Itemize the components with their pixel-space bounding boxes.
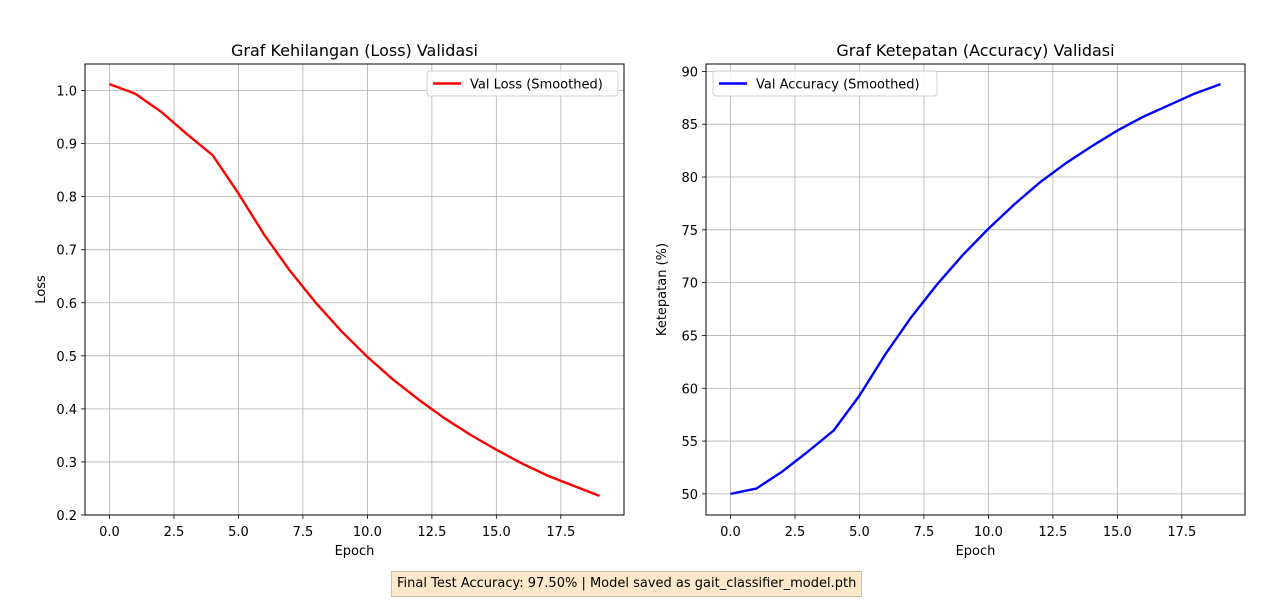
final-accuracy-banner: Final Test Accuracy: 97.50% | Model save… [391, 571, 863, 597]
accuracy-x-tick-label: 12.5 [1038, 525, 1067, 540]
accuracy-legend-box [712, 70, 938, 97]
accuracy-y-tick-label: 70 [681, 277, 698, 292]
loss-series-line [109, 83, 600, 498]
accuracy-x-tick-label: 0.0 [720, 525, 741, 540]
loss-x-tick-label: 10.0 [353, 525, 382, 540]
accuracy-axes-frame [705, 63, 1246, 516]
accuracy-legend-label: Val Accuracy (Smoothed) [756, 78, 920, 93]
loss-legend: Val Loss (Smoothed) [426, 70, 619, 97]
loss-x-tick-label: 17.5 [546, 525, 575, 540]
accuracy-x-tick-label: 15.0 [1103, 525, 1132, 540]
accuracy-y-tick-label: 50 [681, 488, 698, 503]
loss-y-tick-label: 0.3 [56, 456, 77, 471]
loss-chart: 0.0 2.5 5.0 7.5 10.0 12.5 15.0 17.5 0.2 0.3 0.4 0.5… [34, 41, 625, 559]
accuracy-x-tick-label: 2.5 [785, 525, 806, 540]
final-accuracy-text: Final Test Accuracy: 97.50% | Model save… [397, 576, 857, 591]
loss-y-tick-label: 0.2 [56, 509, 77, 524]
loss-y-axis-label: Loss [34, 275, 49, 304]
accuracy-chart: 0.0 2.5 5.0 7.5 10.0 12.5 15.0 17.5 50 55 60 65 70 75… [655, 41, 1246, 559]
accuracy-chart-title: Graf Ketepatan (Accuracy) Validasi [836, 41, 1114, 60]
accuracy-x-tick-label: 10.0 [974, 525, 1003, 540]
loss-y-tick-label: 0.6 [56, 297, 77, 312]
accuracy-y-tick-label: 65 [681, 329, 698, 344]
loss-legend-box [426, 70, 619, 97]
loss-chart-title: Graf Kehilangan (Loss) Validasi [231, 41, 478, 60]
accuracy-x-tick-label: 7.5 [914, 525, 935, 540]
accuracy-y-tick-label: 55 [681, 435, 698, 450]
loss-x-tick-label: 0.0 [99, 525, 120, 540]
loss-x-tick-label: 5.0 [228, 525, 249, 540]
accuracy-y-tick-label: 60 [681, 382, 698, 397]
accuracy-legend: Val Accuracy (Smoothed) [712, 70, 938, 97]
loss-x-axis-label: Epoch [335, 544, 375, 559]
accuracy-series-line [730, 82, 1221, 496]
loss-legend-label: Val Loss (Smoothed) [470, 78, 603, 93]
loss-y-tick-label: 0.9 [56, 138, 77, 153]
accuracy-y-tick-label: 80 [681, 171, 698, 186]
loss-y-tick-label: 0.5 [56, 350, 77, 365]
accuracy-y-axis-label: Ketepatan (%) [655, 243, 670, 336]
loss-y-tick-label: 1.0 [56, 85, 77, 100]
loss-x-tick-label: 7.5 [293, 525, 314, 540]
accuracy-x-tick-label: 5.0 [849, 525, 870, 540]
accuracy-y-tick-label: 85 [681, 118, 698, 133]
loss-x-tick-label: 2.5 [164, 525, 185, 540]
accuracy-x-axis-label: Epoch [956, 544, 996, 559]
loss-axes-frame [84, 63, 625, 516]
loss-y-tick-label: 0.7 [56, 244, 77, 259]
loss-x-tick-label: 12.5 [417, 525, 446, 540]
loss-x-tick-label: 15.0 [482, 525, 511, 540]
accuracy-x-tick-label: 17.5 [1167, 525, 1196, 540]
loss-y-tick-label: 0.8 [56, 191, 77, 206]
accuracy-y-tick-label: 75 [681, 224, 698, 239]
loss-y-tick-label: 0.4 [56, 403, 77, 418]
accuracy-y-tick-label: 90 [681, 65, 698, 80]
